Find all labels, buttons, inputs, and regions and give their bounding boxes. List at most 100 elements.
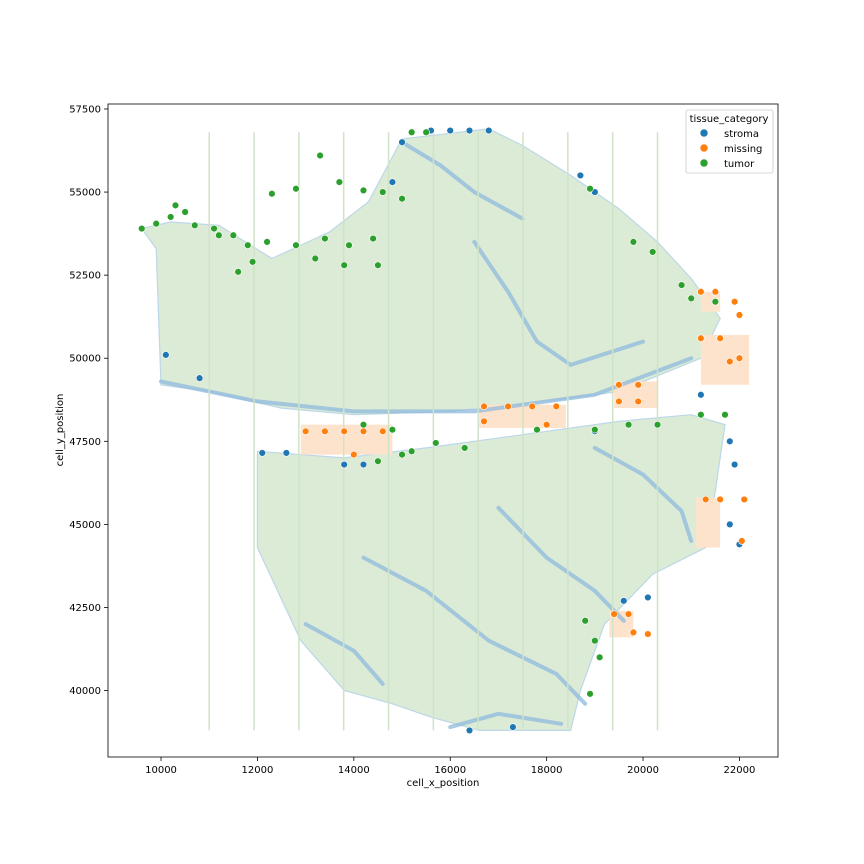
tissue-region-upper: [140, 128, 721, 416]
point-missing: [735, 311, 744, 319]
point-stroma: [446, 126, 454, 135]
point-missing: [379, 427, 387, 436]
point-stroma: [282, 449, 291, 457]
legend-marker-tumor: [699, 158, 709, 168]
point-missing: [634, 381, 642, 389]
legend-label-stroma: stroma: [724, 129, 759, 140]
point-stroma: [388, 178, 397, 186]
y-tick-label: 42500: [69, 603, 101, 614]
point-tumor: [398, 450, 406, 459]
point-tumor: [374, 261, 382, 269]
point-missing: [629, 628, 638, 637]
point-stroma: [162, 351, 170, 359]
point-tumor: [335, 178, 344, 186]
point-missing: [552, 402, 560, 411]
point-missing: [726, 357, 734, 366]
point-tumor: [311, 254, 319, 263]
x-tick-label: 22000: [724, 765, 756, 776]
x-axis-label: cell_x_position: [407, 778, 480, 789]
point-tumor: [268, 190, 276, 198]
point-tumor: [244, 241, 252, 249]
point-stroma: [726, 520, 734, 529]
point-tumor: [374, 457, 382, 465]
point-stroma: [258, 449, 266, 457]
point-tumor: [379, 188, 387, 196]
stroma-streak: [361, 555, 588, 706]
point-tumor: [591, 636, 599, 645]
x-tick-label: 12000: [242, 765, 274, 776]
y-axis-label: cell_y_position: [55, 394, 66, 467]
point-stroma: [644, 593, 652, 602]
point-tumor: [191, 221, 199, 229]
x-tick-label: 20000: [627, 765, 659, 776]
point-tumor: [422, 128, 430, 136]
point-tumor: [248, 258, 257, 266]
point-tumor: [166, 213, 175, 221]
legend-label-missing: missing: [724, 144, 762, 155]
point-missing: [504, 402, 512, 411]
point-missing: [716, 495, 724, 504]
point-tumor: [687, 294, 695, 303]
point-stroma: [340, 460, 348, 469]
point-tumor: [398, 195, 406, 203]
point-tumor: [138, 224, 146, 233]
point-missing: [615, 381, 623, 389]
legend-label-tumor: tumor: [724, 159, 755, 170]
stroma-streak: [159, 356, 694, 414]
point-tumor: [215, 231, 223, 239]
point-tumor: [345, 241, 353, 249]
point-missing: [697, 334, 705, 342]
point-tumor: [653, 420, 662, 429]
y-tick-label: 52500: [69, 271, 101, 282]
y-tick-label: 55000: [69, 188, 101, 199]
point-missing: [711, 288, 720, 296]
point-tumor: [595, 653, 604, 662]
point-tumor: [460, 444, 469, 452]
y-axis: 40000 42500 45000 47500 50000 52500 55000 57500: [69, 104, 108, 697]
stroma-streak: [472, 239, 645, 367]
x-tick-label: 18000: [531, 765, 563, 776]
missing-region: [696, 497, 721, 548]
y-tick-label: 50000: [69, 354, 101, 365]
point-tumor: [624, 420, 633, 429]
point-tumor: [533, 425, 541, 434]
point-tumor: [629, 238, 638, 246]
x-tick-label: 14000: [338, 765, 370, 776]
legend: tissue_category stroma missing tumor: [685, 109, 774, 174]
point-tumor: [697, 411, 705, 419]
point-stroma: [359, 460, 368, 469]
point-tumor: [591, 425, 599, 434]
point-tumor: [292, 241, 300, 249]
point-missing: [697, 288, 705, 296]
point-missing: [359, 427, 368, 436]
point-tumor: [340, 261, 348, 269]
point-stroma: [620, 597, 628, 605]
point-tumor: [586, 185, 594, 193]
point-tumor: [388, 425, 397, 434]
point-missing: [321, 427, 329, 436]
point-stroma: [509, 723, 517, 731]
stroma-streak: [448, 711, 564, 730]
point-missing: [528, 402, 536, 411]
point-missing: [542, 420, 551, 429]
point-tumor: [586, 690, 594, 698]
data-points: [138, 126, 748, 735]
y-tick-label: 40000: [69, 686, 101, 697]
point-tumor: [711, 298, 720, 306]
legend-marker-missing: [699, 143, 709, 153]
point-missing: [480, 417, 488, 426]
missing-region: [700, 291, 721, 312]
plot-frame: [107, 103, 779, 758]
point-missing: [480, 402, 488, 411]
legend-title: tissue_category: [690, 114, 769, 125]
point-tumor: [648, 248, 657, 256]
point-tumor: [369, 234, 377, 243]
point-tumor: [432, 439, 440, 447]
point-missing: [738, 537, 746, 545]
point-stroma: [726, 437, 734, 446]
point-tumor: [152, 219, 160, 228]
point-missing: [610, 610, 618, 618]
point-stroma: [465, 726, 474, 735]
point-stroma: [485, 126, 493, 135]
